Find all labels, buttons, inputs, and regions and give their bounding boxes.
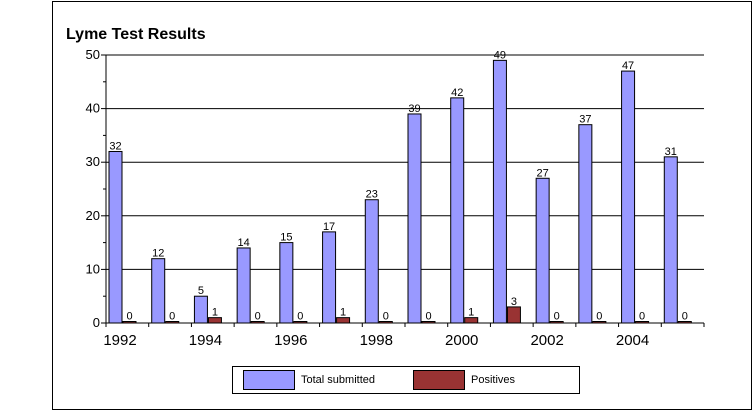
- data-label-total: 39: [408, 103, 420, 115]
- data-label-total: 49: [494, 49, 506, 61]
- x-tick-label: 2004: [616, 332, 649, 349]
- legend: Total submitted Positives: [232, 366, 580, 394]
- data-label-total: 31: [665, 146, 677, 158]
- y-tick-label: 50: [86, 47, 100, 62]
- legend-item-positives: Positives: [413, 367, 515, 393]
- data-label-positives: 0: [554, 311, 560, 323]
- data-label-total: 14: [238, 237, 250, 249]
- data-label-positives: 1: [468, 307, 474, 319]
- bar-total-submitted: [621, 70, 636, 324]
- y-tick-label: 10: [86, 261, 100, 276]
- data-label-positives: 1: [340, 307, 346, 319]
- bar-total-submitted: [322, 231, 337, 324]
- bar-total-submitted: [236, 247, 251, 324]
- data-label-positives: 0: [383, 311, 389, 323]
- bar-total-submitted: [450, 97, 465, 324]
- bar-positives: [421, 321, 436, 324]
- y-tick-label: 40: [86, 101, 100, 116]
- data-label-total: 42: [451, 87, 463, 99]
- data-label-positives: 1: [212, 307, 218, 319]
- bar-total-submitted: [151, 258, 166, 324]
- bar-positives: [592, 321, 607, 324]
- data-label-positives: 0: [255, 311, 261, 323]
- bar-total-submitted: [578, 124, 593, 324]
- bar-total-submitted: [279, 242, 294, 324]
- x-tick-label: 2000: [445, 332, 478, 349]
- bar-positives: [549, 321, 564, 324]
- data-label-positives: 0: [126, 311, 132, 323]
- bar-positives: [207, 317, 222, 324]
- bar-total-submitted: [193, 295, 208, 324]
- data-label-total: 37: [579, 114, 591, 126]
- bar-total-submitted: [492, 59, 507, 324]
- data-label-total: 12: [152, 248, 164, 260]
- x-tick-label: 1996: [274, 332, 307, 349]
- bar-positives: [293, 321, 308, 324]
- data-label-total: 47: [622, 60, 634, 72]
- y-tick-label: 20: [86, 208, 100, 223]
- x-tick-label: 1998: [360, 332, 393, 349]
- bar-positives: [122, 321, 137, 324]
- bar-positives: [677, 321, 692, 324]
- bar-positives: [635, 321, 650, 324]
- data-label-positives: 0: [682, 311, 688, 323]
- chart-title: Lyme Test Results: [66, 26, 206, 43]
- chart-frame: [52, 1, 752, 410]
- data-label-total: 5: [198, 285, 204, 297]
- bar-total-submitted: [108, 150, 123, 324]
- data-label-positives: 0: [297, 311, 303, 323]
- x-tick-label: 1994: [189, 332, 222, 349]
- bar-total-submitted: [407, 113, 422, 324]
- legend-item-total: Total submitted: [243, 367, 375, 393]
- data-label-total: 17: [323, 221, 335, 233]
- bar-total-submitted: [535, 177, 550, 324]
- data-label-positives: 0: [169, 311, 175, 323]
- bar-positives: [336, 317, 351, 324]
- bar-positives: [464, 317, 479, 324]
- bar-positives: [165, 321, 180, 324]
- bar-positives: [250, 321, 265, 324]
- data-label-positives: 0: [425, 311, 431, 323]
- x-tick-label: 2002: [530, 332, 563, 349]
- x-tick-label: 1992: [103, 332, 136, 349]
- data-label-total: 32: [109, 140, 121, 152]
- data-label-total: 23: [366, 189, 378, 201]
- legend-swatch-total: [243, 370, 295, 390]
- data-label-positives: 0: [596, 311, 602, 323]
- legend-label-total: Total submitted: [301, 374, 375, 386]
- data-label-total: 15: [280, 232, 292, 244]
- y-tick-label: 0: [93, 315, 100, 330]
- data-label-positives: 0: [639, 311, 645, 323]
- y-tick-label: 30: [86, 154, 100, 169]
- bar-positives: [378, 321, 393, 324]
- bar-total-submitted: [663, 156, 678, 324]
- legend-label-positives: Positives: [471, 374, 516, 386]
- data-label-positives: 3: [511, 296, 517, 308]
- bar-positives: [506, 306, 521, 324]
- bar-total-submitted: [364, 199, 379, 324]
- data-label-total: 27: [537, 167, 549, 179]
- legend-swatch-positives: [413, 370, 465, 390]
